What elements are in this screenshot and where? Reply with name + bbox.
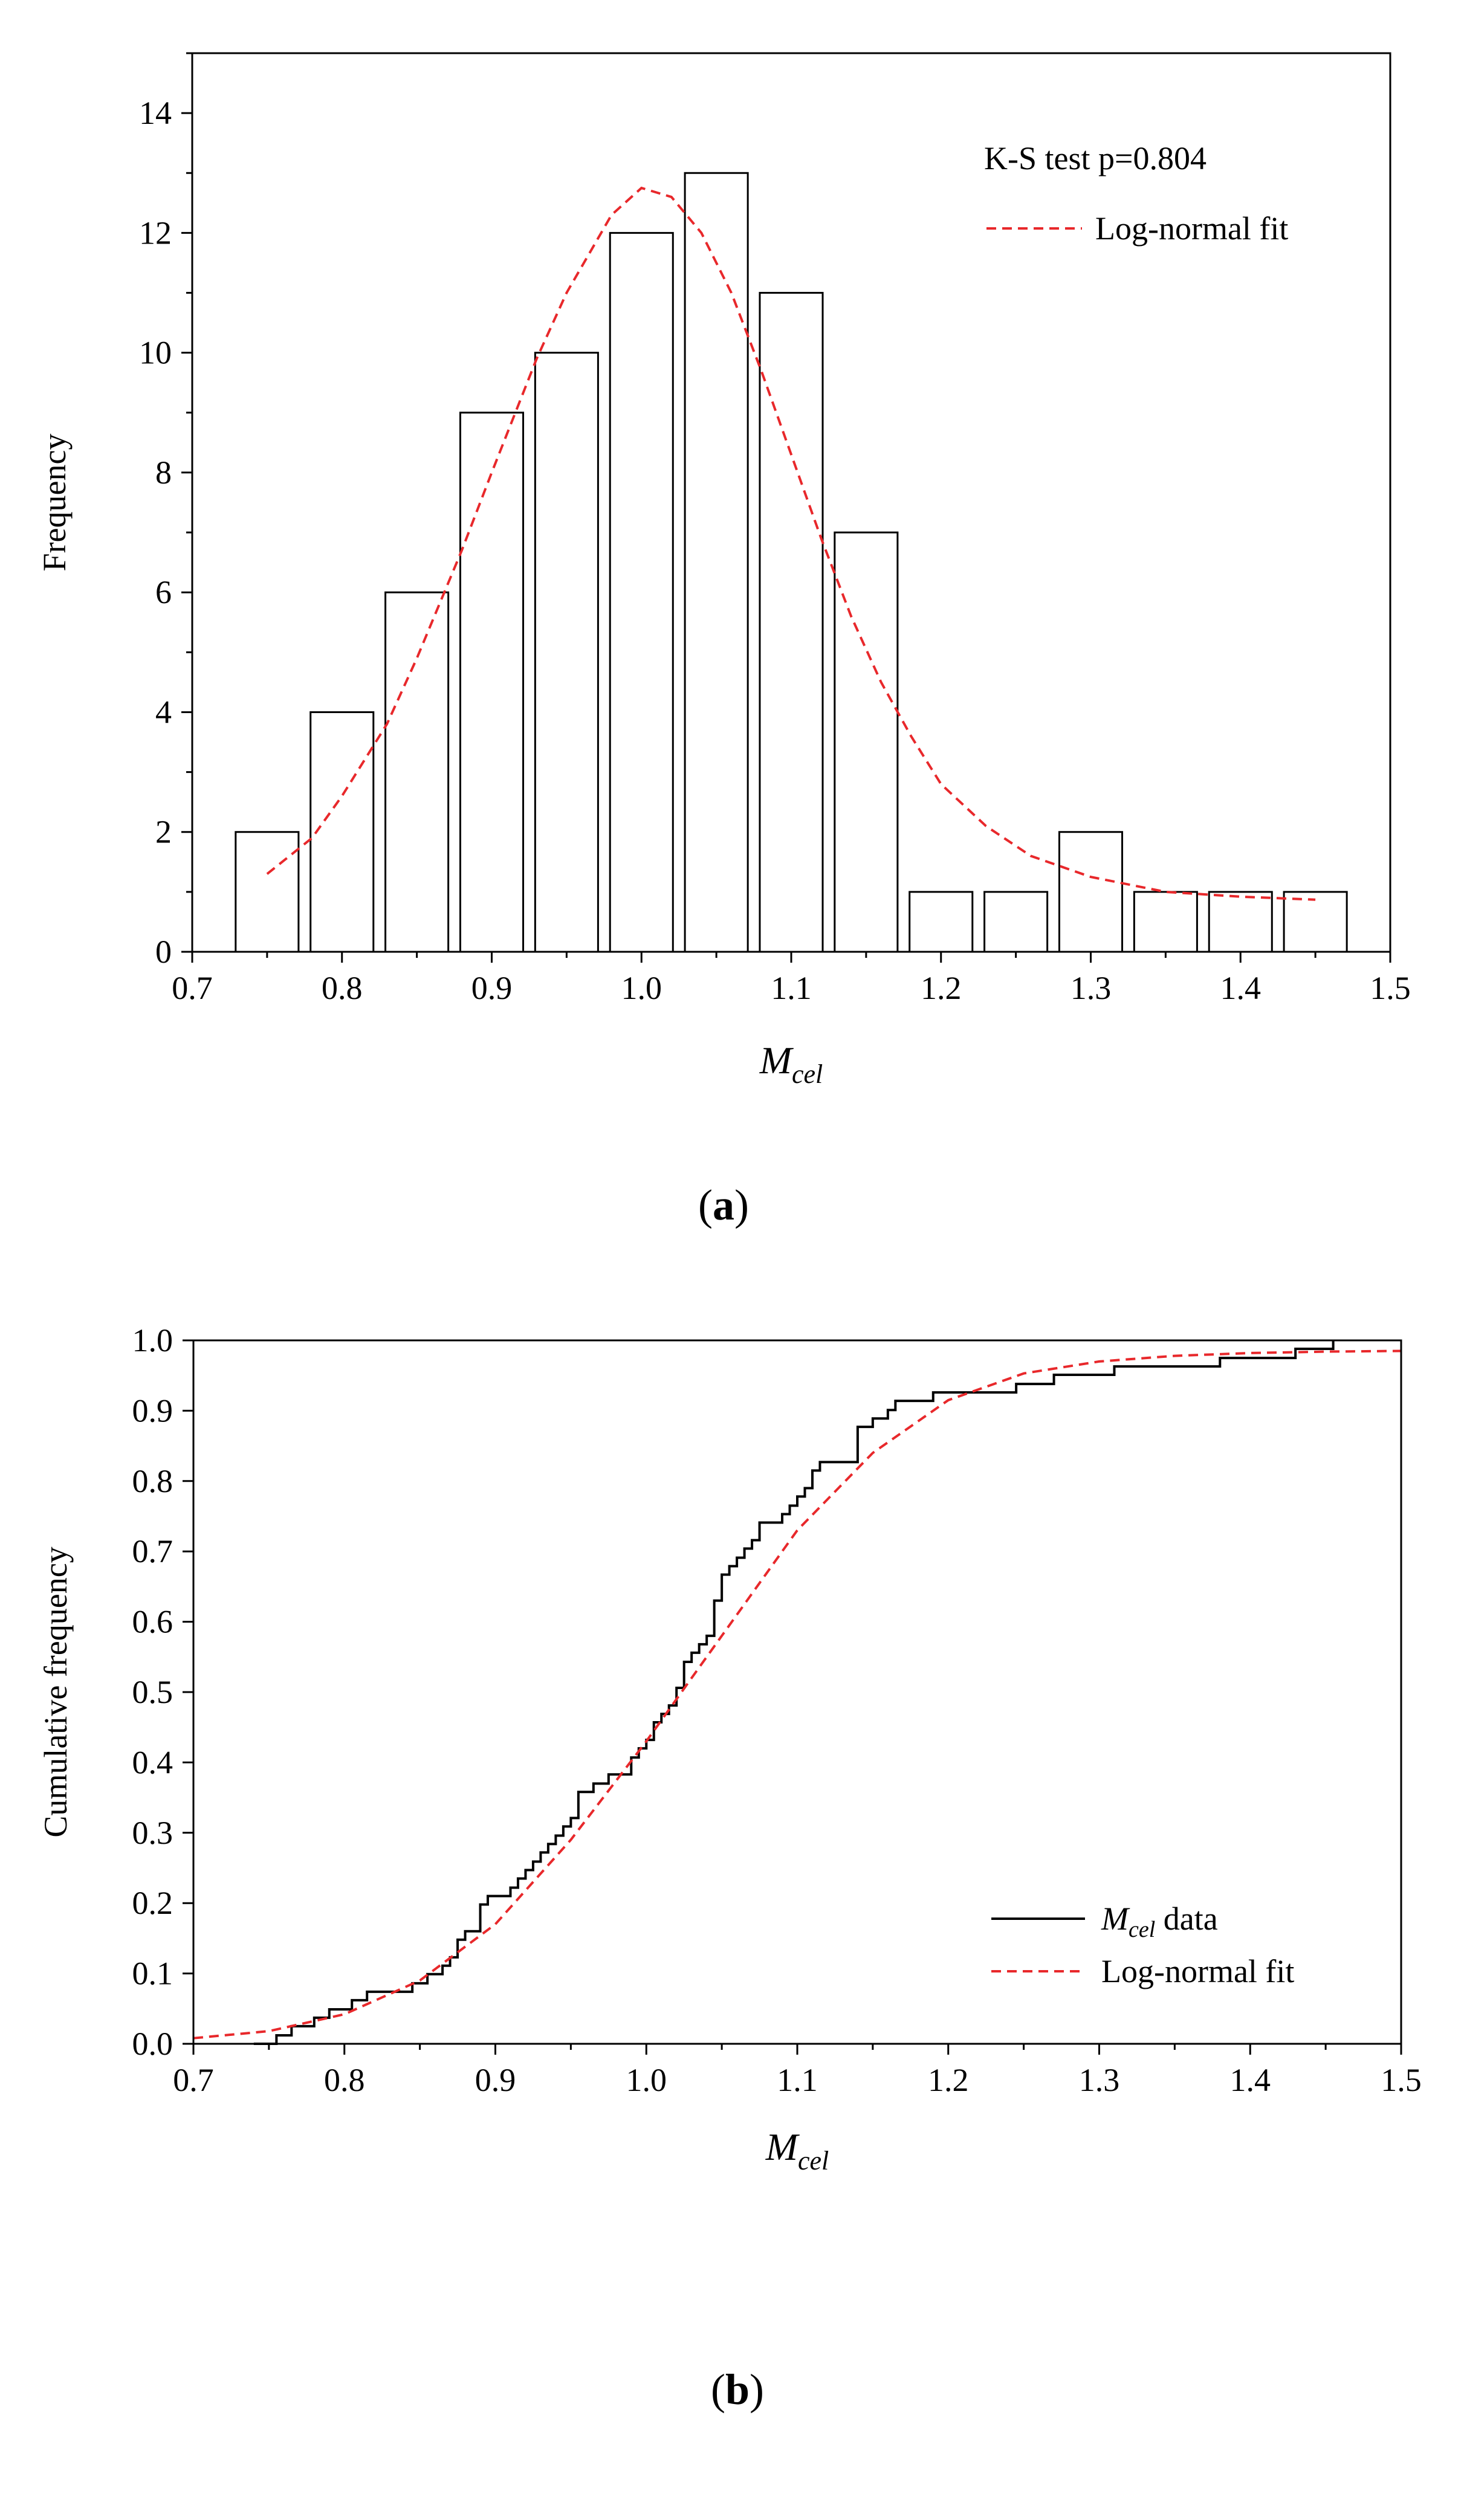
panel-label-b: (b)	[711, 2365, 764, 2414]
x-axis-label: Mcel	[765, 2125, 829, 2176]
histogram-bar-1	[235, 831, 300, 953]
histogram-bars	[235, 172, 1348, 953]
histogram-bar-8	[759, 292, 824, 953]
legend-data-label: Mcel data	[1101, 1901, 1218, 1942]
histogram-bar-7	[684, 172, 749, 953]
x-tick-label: 0.7	[172, 970, 213, 1006]
empirical-cdf-step-line	[253, 1340, 1335, 2045]
x-tick-label: 1.1	[771, 970, 812, 1006]
x-tick-label: 1.4	[1230, 2062, 1271, 2098]
panel-label-a: (a)	[698, 1181, 749, 1229]
histogram-bar-15	[1283, 891, 1348, 953]
y-axis-ticks: 0 2 4 6 8 10 12 14	[139, 52, 192, 970]
y-tick-label: 0.3	[132, 1815, 173, 1851]
x-tick-label: 1.0	[621, 970, 662, 1006]
histogram-bar-2	[309, 711, 375, 953]
legend: Mcel data Log-normal fit	[991, 1901, 1294, 1989]
histogram-bar-5	[534, 352, 599, 953]
x-tick-label: 0.8	[324, 2062, 365, 2098]
histogram-bar-14	[1208, 891, 1273, 953]
y-tick-label: 0.4	[132, 1744, 173, 1780]
y-tick-label: 14	[139, 95, 172, 131]
histogram-bar-3	[384, 591, 450, 953]
x-tick-label: 0.9	[471, 970, 513, 1006]
ks-test-annotation: K-S test p=0.804	[984, 140, 1207, 176]
lognormal-fit-cdf-curve	[193, 1349, 1402, 2040]
y-tick-label: 6	[155, 574, 172, 610]
y-tick-label: 1.0	[132, 1322, 173, 1359]
legend-fit-label: Log-normal fit	[1101, 1953, 1294, 1989]
x-axis-label: Mcel	[759, 1039, 823, 1089]
x-tick-label: 0.8	[322, 970, 363, 1006]
lognormal-fit-curve	[266, 186, 1316, 901]
y-tick-label: 10	[139, 335, 172, 371]
histogram-bar-11	[983, 891, 1049, 953]
y-tick-label: 12	[139, 215, 172, 251]
y-tick-label: 0.8	[132, 1463, 173, 1499]
y-tick-label: 0.2	[132, 1885, 173, 1921]
plot-frame	[192, 1339, 1402, 2045]
y-tick-label: 8	[155, 454, 172, 491]
x-tick-label: 1.3	[1070, 970, 1112, 1006]
x-axis-ticks: 0.7 0.8 0.9 1.0 1.1 1.2 1.3 1.4 1.5	[172, 952, 1411, 1006]
x-tick-label: 1.2	[928, 2062, 969, 2098]
histogram-bar-13	[1133, 891, 1198, 953]
x-tick-label: 1.2	[921, 970, 962, 1006]
y-tick-label: 0.0	[132, 2026, 173, 2062]
y-tick-label: 0.1	[132, 1956, 173, 1992]
y-axis-label: Frequency	[36, 434, 73, 572]
y-tick-label: 4	[155, 694, 172, 730]
x-tick-label: 0.7	[173, 2062, 214, 2098]
histogram-bar-6	[609, 231, 674, 953]
y-tick-label: 0.6	[132, 1604, 173, 1640]
histogram-bar-12	[1058, 831, 1124, 953]
legend: Log-normal fit	[986, 210, 1288, 247]
panel-b-cdf: 0.7 0.8 0.9 1.0 1.1 1.2 1.3 1.4 1.5 0.0 0.1 0.2 0.3…	[37, 1322, 1422, 2414]
legend-fit-label: Log-normal fit	[1095, 210, 1288, 247]
y-tick-label: 0.7	[132, 1533, 173, 1569]
x-tick-label: 1.1	[777, 2062, 818, 2098]
x-axis-ticks: 0.7 0.8 0.9 1.0 1.1 1.2 1.3 1.4 1.5	[173, 2044, 1422, 2098]
histogram-bar-4	[459, 412, 525, 953]
y-axis-ticks: 0.0 0.1 0.2 0.3 0.4 0.5 0.6 0.7 0.8 0.9 1.0	[132, 1322, 193, 2062]
x-tick-label: 1.5	[1381, 2062, 1422, 2098]
y-tick-label: 0	[155, 934, 172, 970]
y-tick-label: 0.5	[132, 1674, 173, 1710]
x-tick-label: 1.4	[1220, 970, 1262, 1006]
x-tick-label: 0.9	[475, 2062, 516, 2098]
y-axis-label: Cumulative frequency	[37, 1546, 74, 1837]
x-tick-label: 1.3	[1079, 2062, 1120, 2098]
y-tick-label: 2	[155, 814, 172, 850]
x-tick-label: 1.5	[1370, 970, 1411, 1006]
x-tick-label: 1.0	[626, 2062, 667, 2098]
y-tick-label: 0.9	[132, 1392, 173, 1429]
histogram-bar-10	[909, 891, 974, 953]
panel-a-histogram: 0.7 0.8 0.9 1.0 1.1 1.2 1.3 1.4 1.5 02468101214 …	[36, 52, 1411, 1229]
